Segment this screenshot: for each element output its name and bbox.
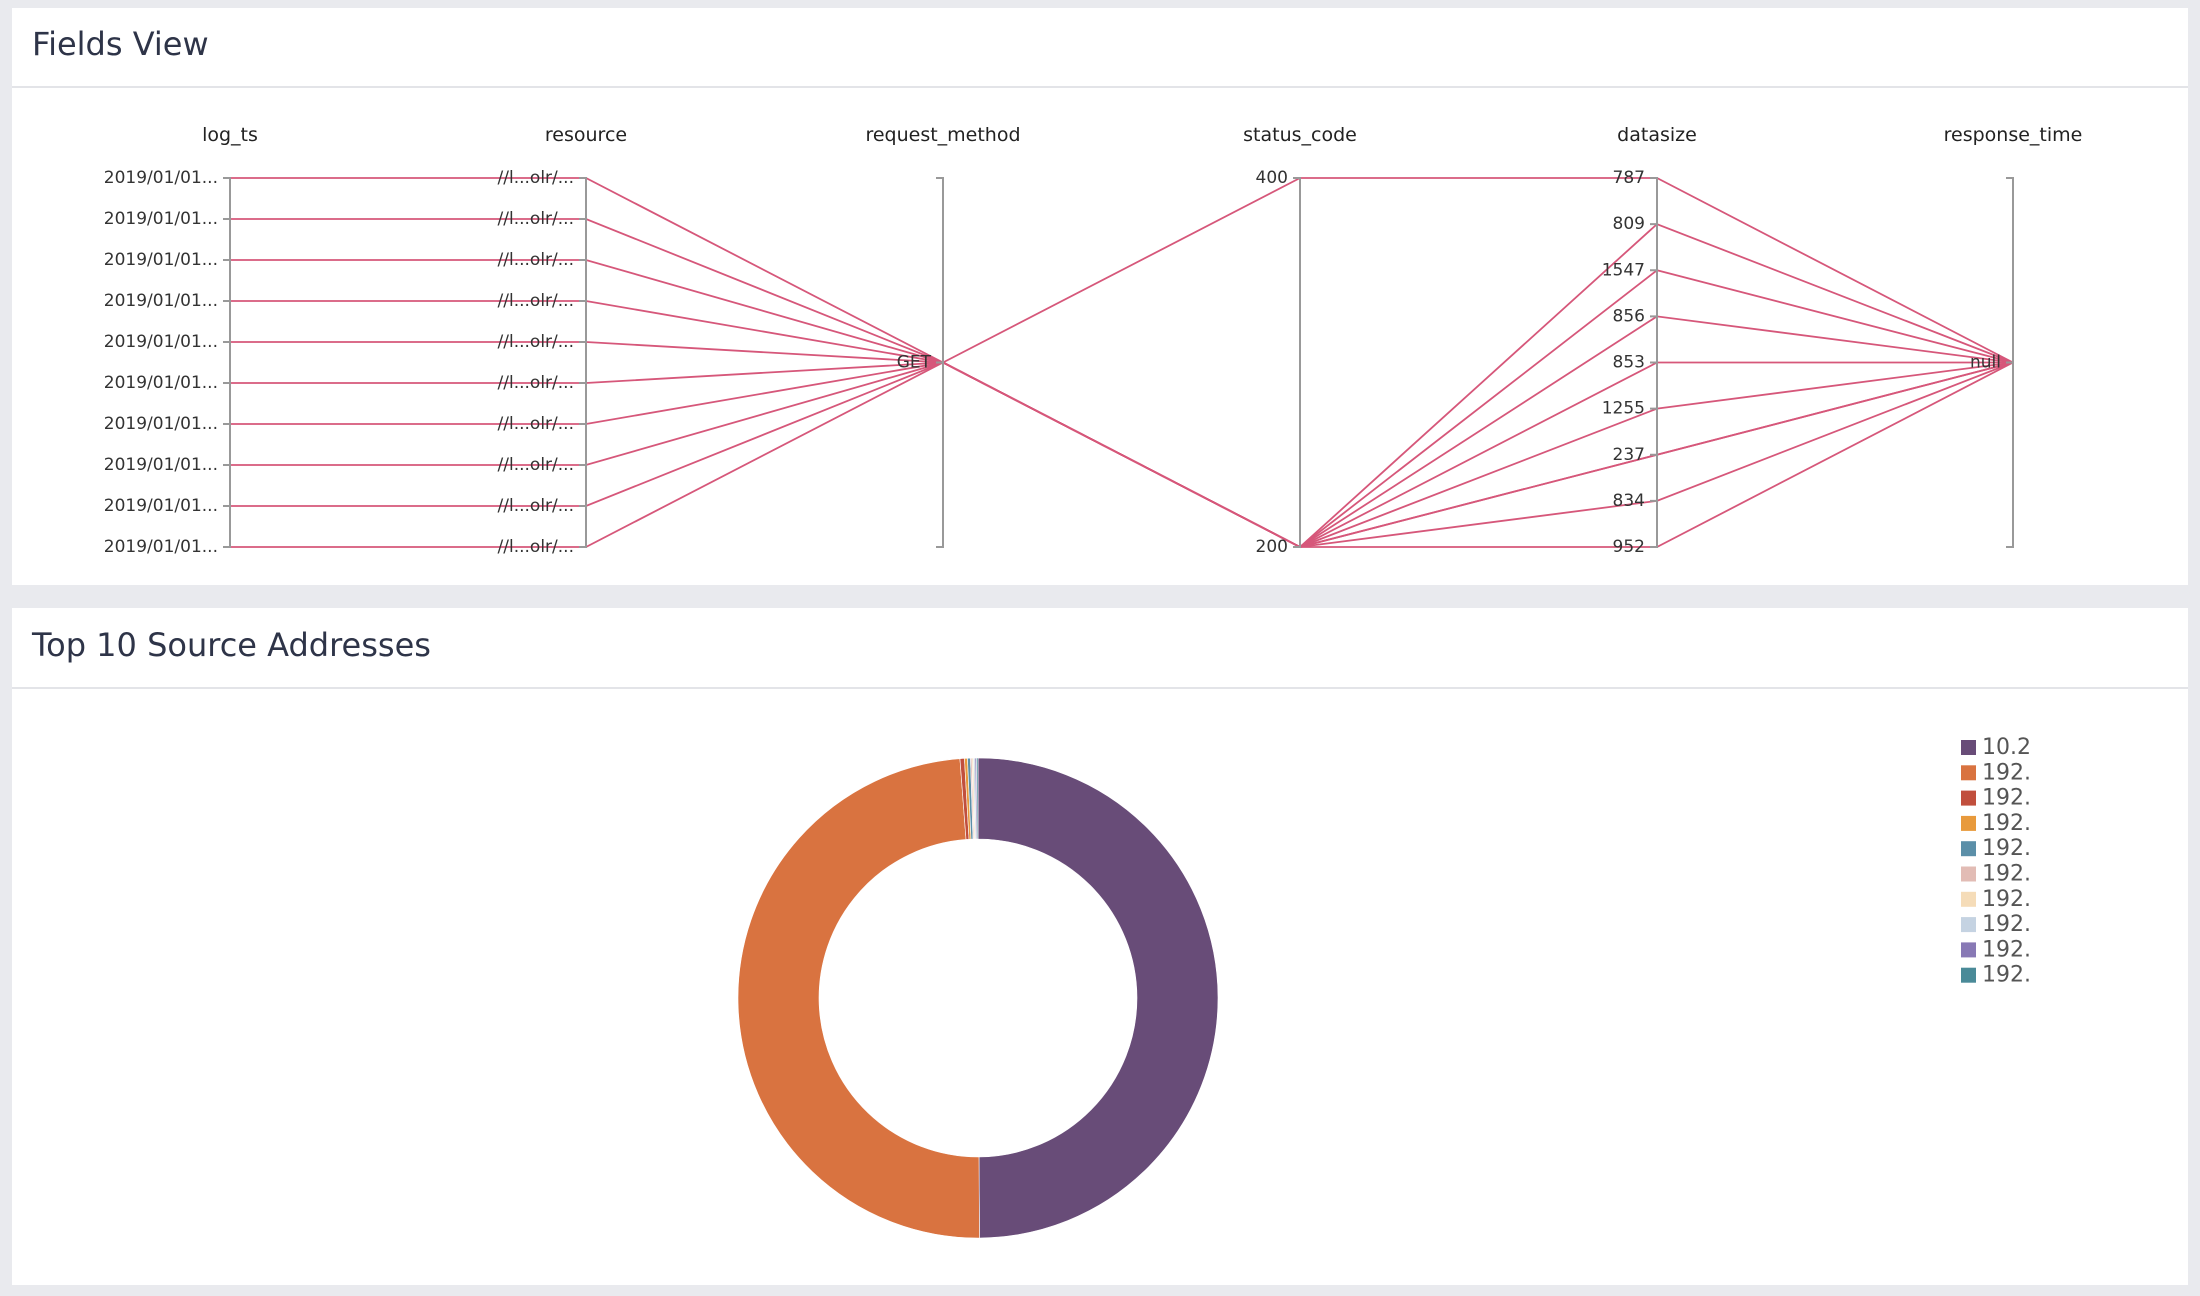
tick-label: //l...olr/...	[498, 496, 574, 516]
tick-label: //l...olr/...	[498, 209, 574, 229]
tick-label: 2019/01/01...	[104, 332, 218, 352]
tick-label: 2019/01/01...	[104, 168, 218, 188]
legend-swatch	[1961, 765, 1976, 781]
tick-label: 2019/01/01...	[104, 373, 218, 393]
legend-swatch	[1961, 790, 1976, 806]
legend-swatch	[1961, 866, 1976, 882]
record-line	[230, 361, 2014, 548]
tick-label: //l...olr/...	[498, 250, 574, 270]
record-line	[230, 177, 2014, 364]
tick-label: //l...olr/...	[498, 414, 574, 434]
legend-swatch	[1961, 841, 1976, 857]
panel-title: Fields View	[32, 25, 209, 63]
tick-label: 853	[1613, 353, 1645, 373]
legend-label: 192.	[1982, 887, 2031, 912]
legend-label: 192.	[1982, 786, 2031, 811]
tick-label: 834	[1613, 491, 1645, 511]
tick-label: 1255	[1602, 399, 1645, 419]
tick-label: 2019/01/01...	[104, 496, 218, 516]
slice	[737, 758, 980, 1239]
tick-label: 2019/01/01...	[104, 455, 218, 475]
axis-name: datasize	[1617, 124, 1697, 146]
tick-label: //l...olr/...	[498, 332, 574, 352]
tick-label: 400	[1256, 168, 1288, 188]
legend-label: 192.	[1982, 937, 2031, 962]
legend-swatch	[1961, 815, 1976, 831]
tick-label: 1547	[1602, 260, 1645, 280]
tick-label: 2019/01/01...	[104, 414, 218, 434]
legend-label: 192.	[1982, 760, 2031, 785]
legend-swatch	[1961, 891, 1976, 907]
tick-label: //l...olr/...	[498, 373, 574, 393]
axis-name: request_method	[865, 124, 1020, 146]
legend-label: 192.	[1982, 963, 2031, 988]
tick-label: GET	[897, 353, 932, 373]
tick-label: 2019/01/01...	[104, 250, 218, 270]
panel-title: Top 10 Source Addresses	[31, 626, 431, 664]
tick-label: //l...olr/...	[498, 537, 574, 557]
axis-name: response_time	[1944, 124, 2083, 146]
legend-swatch	[1961, 740, 1976, 755]
axis-name: resource	[545, 124, 627, 146]
tick-label: 952	[1613, 537, 1645, 557]
tick-label: 200	[1256, 537, 1288, 557]
tick-label: //l...olr/...	[498, 291, 574, 311]
tick-label: 787	[1613, 168, 1645, 188]
tick-label: 2019/01/01...	[104, 537, 218, 557]
tick-label: 856	[1613, 306, 1645, 326]
legend-swatch	[1961, 917, 1976, 933]
tick-label: null	[1970, 353, 2001, 373]
legend-label: 192.	[1982, 811, 2031, 836]
tick-label: 2019/01/01...	[104, 209, 218, 229]
tick-label: 237	[1613, 445, 1645, 465]
legend-label: 192.	[1982, 836, 2031, 861]
axis-name: log_ts	[202, 124, 258, 146]
legend-label: 192.	[1982, 912, 2031, 937]
tick-label: //l...olr/...	[498, 168, 574, 188]
tick-label: 809	[1613, 214, 1645, 234]
legend-label: 10.2	[1982, 735, 2031, 760]
tick-label: //l...olr/...	[498, 455, 574, 475]
legend-swatch	[1961, 967, 1976, 983]
panel	[12, 8, 2188, 585]
axis-name: status_code	[1243, 124, 1357, 146]
slice	[976, 757, 979, 840]
legend-label: 192.	[1982, 862, 2031, 887]
tick-label: 2019/01/01...	[104, 291, 218, 311]
legend-swatch	[1961, 942, 1976, 958]
